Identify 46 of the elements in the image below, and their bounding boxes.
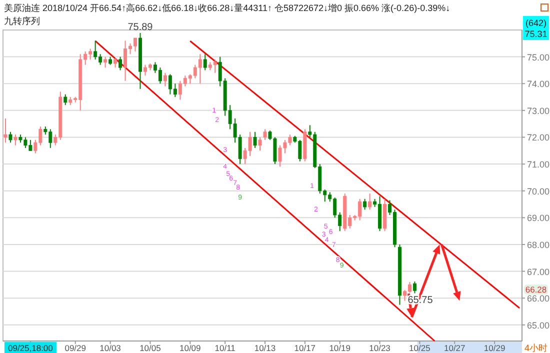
x-tick-label: 10/03	[100, 343, 122, 353]
y-tick-label: 71.00	[527, 160, 550, 170]
text: 75.31	[524, 29, 548, 39]
x-tick-label: 10/17	[294, 343, 316, 353]
chart-subtitle: 九转序列	[4, 16, 40, 26]
y-tick-label: 68.00	[527, 240, 550, 250]
y-tick-label: 67.00	[527, 266, 550, 277]
candlestick	[4, 118, 8, 144]
y-tick-label: 70.00	[527, 186, 550, 196]
candlestick	[8, 131, 12, 144]
x-tick-label: 10/09	[180, 343, 202, 353]
x-tick-label: 10/25	[409, 343, 431, 353]
x-tick-label: 10/27	[444, 343, 466, 353]
candlestick	[263, 128, 267, 140]
chart-title: 美原油连 2018/10/24 开66.54↑高66.62↓低66.18↓收66.28↓量44311↑ 仓58722672↓增0 振0.66% 涨(-0.26)-0.39%↓	[4, 3, 450, 13]
candlestick	[412, 280, 416, 294]
x-tick-label: 10/13	[254, 343, 276, 353]
x-tick-label: 10/11	[214, 343, 236, 353]
x-tick-label: 10/05	[140, 343, 162, 353]
text: 66.28	[525, 284, 547, 295]
annotation: 75.89	[128, 22, 154, 33]
candlestick	[104, 56, 108, 68]
y-tick-label: 69.00	[527, 213, 550, 224]
candlestick	[253, 131, 257, 148]
candlestick	[163, 72, 167, 87]
candlestick	[114, 58, 118, 68]
x-tick-label: 10/29	[484, 343, 506, 353]
y-tick-label: 75.00	[527, 52, 550, 62]
y-tick-label: 66.00	[527, 294, 550, 304]
candlestick	[258, 136, 262, 152]
x-tick-label: 09/25,18:00	[8, 343, 54, 353]
candlestick	[64, 94, 68, 106]
text: (642)	[525, 18, 547, 28]
x-tick-label: 10/19	[329, 343, 351, 353]
y-tick-label: 73.00	[527, 106, 550, 116]
candlestick	[118, 56, 122, 71]
text: 4小时	[524, 343, 548, 353]
candlestick	[368, 193, 372, 210]
y-tick-label: 74.00	[527, 79, 550, 90]
candlestick	[14, 134, 18, 146]
candlestick	[203, 54, 207, 71]
y-tick-label: 72.00	[527, 132, 550, 143]
candlestick	[363, 198, 367, 210]
x-tick-label: 10/23	[369, 343, 391, 353]
x-tick-label: 09/29	[64, 343, 86, 353]
y-tick-label: 65.00	[527, 320, 550, 330]
